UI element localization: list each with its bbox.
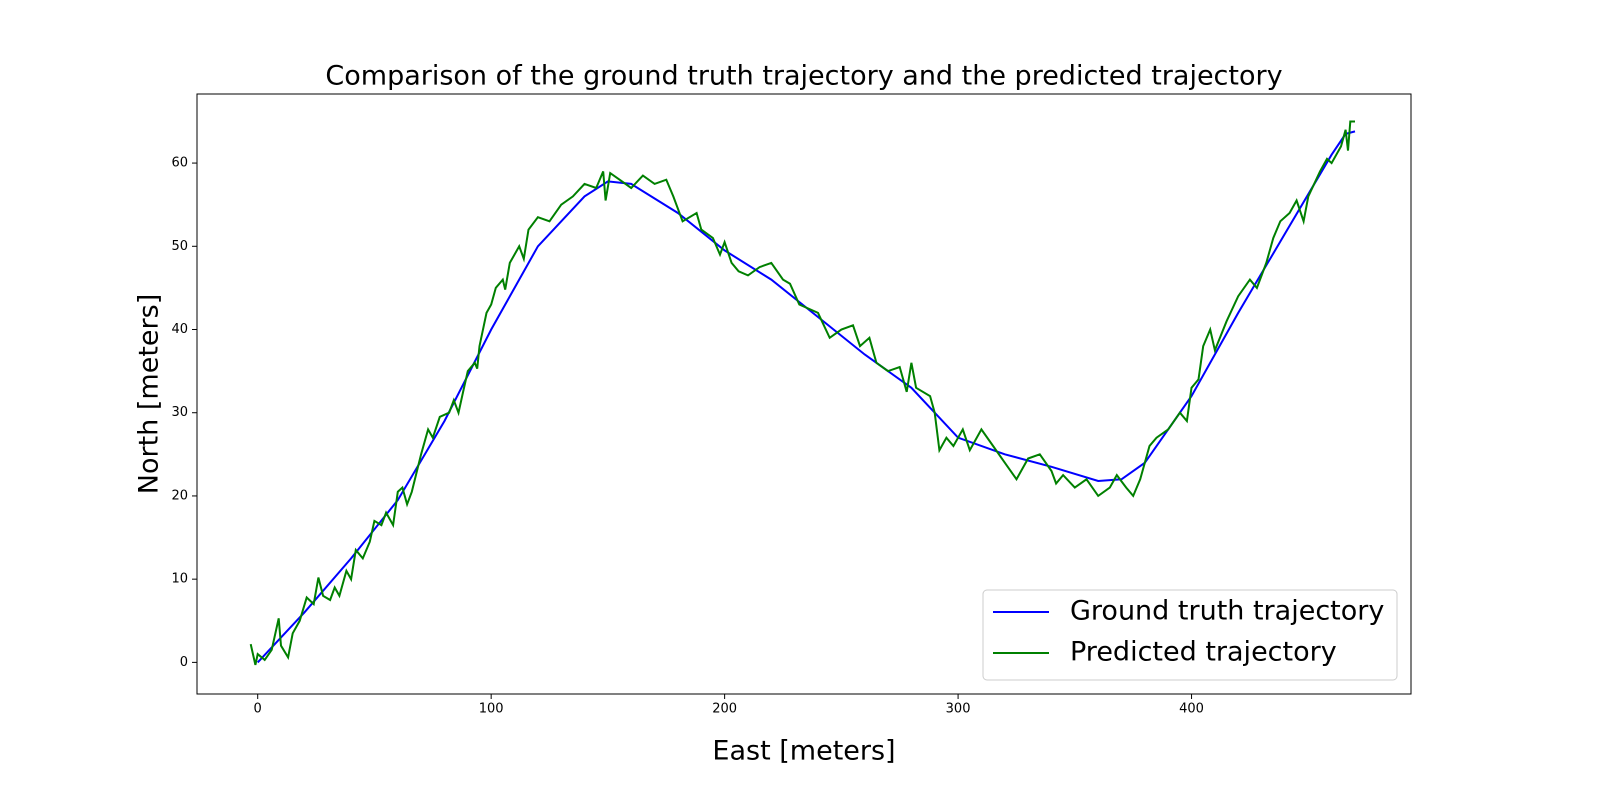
plot-frame (196, 93, 1412, 695)
series-line (249, 120, 1355, 666)
x-tick-label: 300 (946, 702, 971, 717)
chart-title: Comparison of the ground truth trajector… (325, 61, 1282, 92)
y-tick-label: 0 (180, 655, 188, 670)
x-axis-label: East [meters] (712, 736, 895, 767)
y-tick-label: 20 (171, 488, 188, 503)
legend-label: Ground truth trajectory (1070, 596, 1384, 627)
y-axis-label: North [meters] (134, 294, 165, 494)
x-tick-label: 400 (1179, 702, 1204, 717)
x-tick-label: 100 (479, 702, 504, 717)
legend-label: Predicted trajectory (1070, 637, 1337, 668)
y-tick-label: 50 (171, 239, 188, 254)
legend-box (982, 589, 1398, 681)
y-tick-label: 30 (171, 405, 188, 420)
y-tick-label: 40 (171, 322, 188, 337)
y-tick-label: 60 (171, 156, 188, 171)
y-tick-label: 10 (171, 572, 188, 587)
x-tick-label: 200 (712, 702, 737, 717)
x-tick-label: 0 (254, 702, 262, 717)
